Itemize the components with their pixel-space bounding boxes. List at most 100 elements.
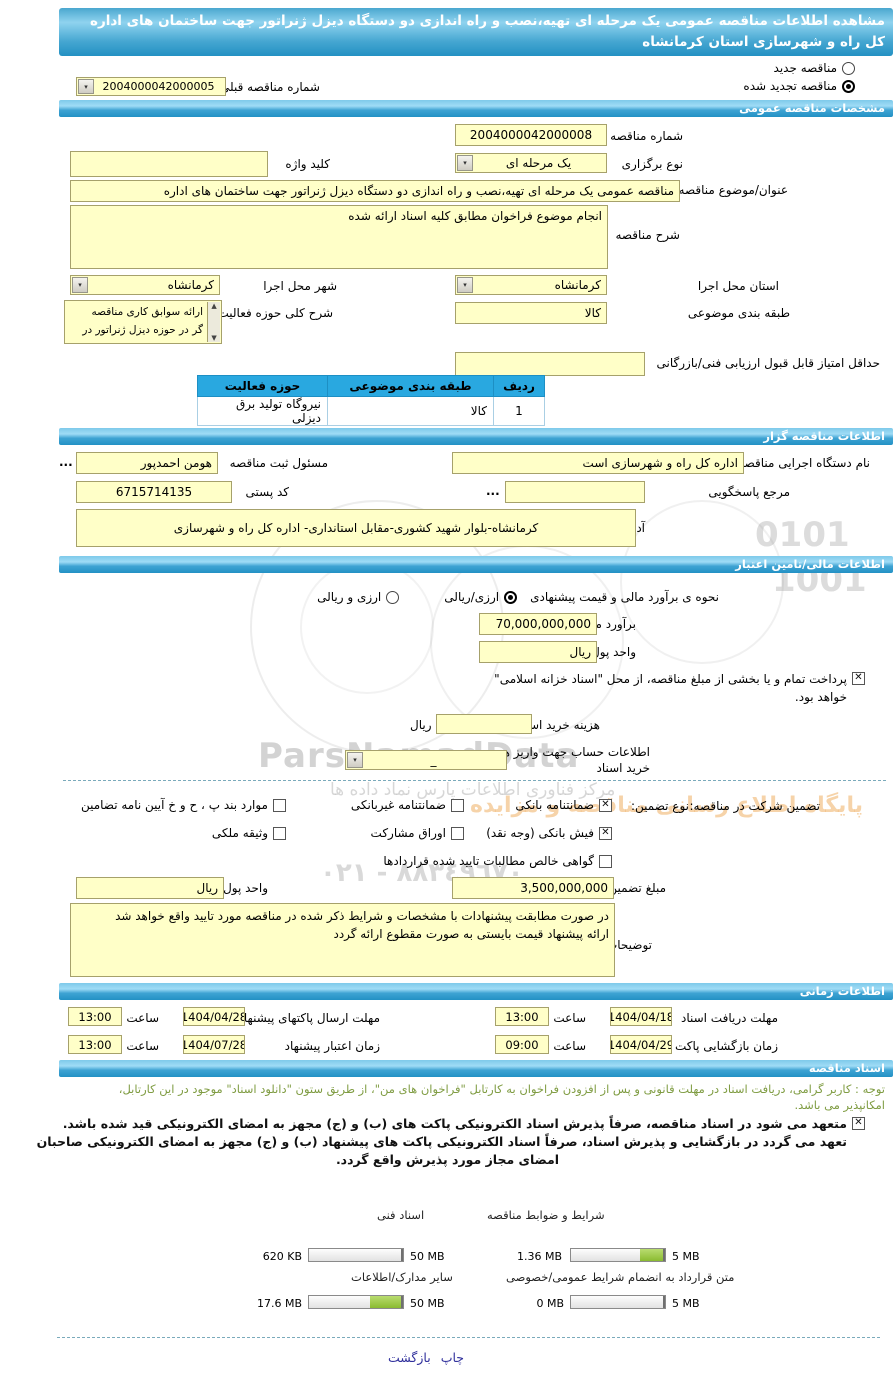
subject-field[interactable]: مناقصه عمومی یک مرحله ای تهیه،نصب و راه … [70,180,680,202]
account-dropdown[interactable]: ▾ _ [345,750,507,770]
doc-deadline-date[interactable]: 1404/04/18 [610,1007,672,1026]
radio-button-icon[interactable] [842,61,855,75]
guarantee-option-bylaw[interactable]: موارد بند پ ، ح و خ آیین نامه تضامین [81,798,286,812]
upload-contract-max: 5 MB [672,1297,700,1310]
checkbox-icon[interactable] [451,826,464,840]
expand-button-icon[interactable]: ▾ [78,79,94,94]
cell-row-number: 1 [493,396,545,426]
notes-textarea[interactable]: در صورت مطابقت پیشنهادات با مشخصات و شرا… [70,903,615,977]
upload-technical-current: 620 KB [262,1250,302,1263]
checkbox-icon[interactable] [451,798,464,812]
dropdown-arrow-icon[interactable]: ▾ [72,277,88,293]
contact-field[interactable] [505,481,645,503]
guarantee-option-bank[interactable]: ضمانتنامه بانکی [515,798,612,812]
activity-scope-listbox[interactable]: ▲ ▼ ارائه سوابق کاری مناقصه گر در حوزه د… [64,300,222,344]
agency-field[interactable]: اداره کل راه و شهرسازی است [452,452,744,474]
footer-links: چاپ بازگشت [388,1350,464,1365]
print-link[interactable]: چاپ [440,1350,465,1365]
radio-new-tender[interactable]: مناقصه جدید [774,61,855,75]
account-info-label-line: اطلاعات حساب جهت واریز هزینه [483,745,650,759]
checkbox-icon[interactable] [852,1117,865,1130]
description-label: شرح مناقصه [615,228,680,242]
opening-date[interactable]: 1404/04/29 [610,1035,672,1054]
category-label: طبقه بندی موضوعی [687,306,790,320]
watermark-brand-fa: مرکز فناوری اطلاعات پارس نماد داده ها [330,780,616,800]
guarantee-option-label: گواهی خالص مطالبات تایید شده قراردادها [383,854,594,868]
browse-ellipsis-button[interactable]: ... [59,455,73,469]
radio-button-icon[interactable] [842,79,855,93]
option-both-label: ارزی و ریالی [317,590,382,604]
submit-deadline-label: مهلت ارسال پاکتهای پیشنهاد [238,1011,380,1025]
progress-fill [663,1296,665,1308]
submit-deadline-time[interactable]: 13:00 [68,1007,122,1026]
prev-tender-number-field[interactable]: ▾ 2004000042000005 [76,77,226,96]
guarantee-option-claims[interactable]: گواهی خالص مطالبات تایید شده قراردادها [383,854,612,868]
category-field[interactable]: کالا [455,302,607,324]
treasury-checkbox-row[interactable]: پرداخت تمام و یا بخشی از مبلغ مناقصه، از… [494,670,865,706]
registrar-field[interactable]: هومن احمدپور [76,452,218,474]
dropdown-arrow-icon[interactable]: ▾ [347,752,363,768]
guarantee-option-bonds[interactable]: اوراق مشارکت [371,826,464,840]
doc-deadline-label: مهلت دریافت اسناد [680,1011,778,1025]
radio-renewed-tender[interactable]: مناقصه تجدید شده [743,79,855,93]
dropdown-arrow-icon[interactable]: ▾ [457,277,473,293]
radio-button-icon[interactable] [504,590,518,604]
city-dropdown[interactable]: ▾ کرمانشاه [70,275,220,295]
tender-number-field[interactable]: 2004000042000008 [455,124,607,146]
province-label: استان محل اجرا [697,279,779,293]
radio-button-icon[interactable] [386,590,400,604]
watermark-circle [620,500,784,664]
doc-fee-field[interactable] [436,714,532,734]
checkbox-icon[interactable] [273,826,286,840]
treasury-note-line: پرداخت تمام و یا بخشی از مبلغ مناقصه، از… [494,672,847,686]
dropdown-arrow-icon[interactable]: ▾ [457,155,473,171]
min-score-field[interactable] [455,352,645,376]
watermark-site-name: پایگاه اطلاع رسانی مناقصه و مزایده [470,793,863,818]
estimate-field[interactable]: 70,000,000,000 [479,613,597,635]
watermark-binary-digits: 0101 [755,515,850,555]
back-link[interactable]: بازگشت [388,1350,431,1365]
keyword-field[interactable] [70,151,268,177]
notes-line: ارائه پیشنهاد قیمت بایستی به صورت مقطوع … [333,927,609,941]
postal-code-field[interactable]: 6715714135 [76,481,232,503]
scroll-down-icon[interactable]: ▼ [211,334,217,342]
currency-field[interactable]: ریال [479,641,597,663]
guarantee-option-label: فیش بانکی (وجه نقد) [486,826,594,840]
guarantee-amount-field[interactable]: 3,500,000,000 [452,877,614,899]
doc-fee-unit-label: ریال [410,718,432,732]
browse-ellipsis-button[interactable]: ... [486,484,500,498]
account-value: _ [430,753,437,767]
notes-line: در صورت مطابقت پیشنهادات با مشخصات و شرا… [115,909,609,923]
guarantee-option-property[interactable]: وثیقه ملکی [212,826,286,840]
guarantee-currency-field[interactable]: ریال [76,877,224,899]
doc-fee-label: هزینه خرید اسناد [516,718,600,732]
validity-date[interactable]: 1404/07/28 [183,1035,245,1054]
submit-deadline-date[interactable]: 1404/04/28 [183,1007,245,1026]
validity-label: زمان اعتبار پیشنهاد [284,1039,380,1053]
prev-tender-number-label: شماره مناقصه قبلی [220,80,320,94]
province-dropdown[interactable]: ▾ کرمانشاه [455,275,607,295]
checkbox-icon[interactable] [273,798,286,812]
checkbox-icon[interactable] [852,672,865,685]
guarantee-option-nonbank[interactable]: ضمانتنامه غیربانکی [351,798,464,812]
checkbox-icon[interactable] [599,826,612,840]
address-field[interactable]: کرمانشاه-بلوار شهید کشوری-مقابل استاندار… [76,509,636,547]
checkbox-icon[interactable] [599,798,612,812]
min-score-label: حداقل امتیاز قابل قبول ارزیابی فنی/بازرگ… [656,356,880,370]
col-activity: حوزه فعالیت [197,375,328,397]
guarantee-option-cash[interactable]: فیش بانکی (وجه نقد) [486,826,612,840]
notes-label: توضیحات [605,938,652,952]
table-header-row: ردیف طبقه بندی موضوعی حوزه فعالیت [197,375,545,397]
validity-time[interactable]: 13:00 [68,1035,122,1054]
guarantee-option-label: موارد بند پ ، ح و خ آیین نامه تضامین [80,798,268,812]
scroll-up-icon[interactable]: ▲ [211,302,217,310]
keyword-label: کلید واژه [285,157,330,171]
progress-fill [401,1249,403,1261]
account-info-label-line: خرید اسناد [596,761,650,775]
opening-time[interactable]: 09:00 [495,1035,549,1054]
doc-deadline-time[interactable]: 13:00 [495,1007,549,1026]
col-row-number: ردیف [493,375,545,397]
tender-type-dropdown[interactable]: ▾ یک مرحله ای [455,153,607,173]
checkbox-icon[interactable] [599,854,612,868]
description-textarea[interactable]: انجام موضوع فراخوان مطابق کلیه اسناد ارا… [70,205,608,269]
